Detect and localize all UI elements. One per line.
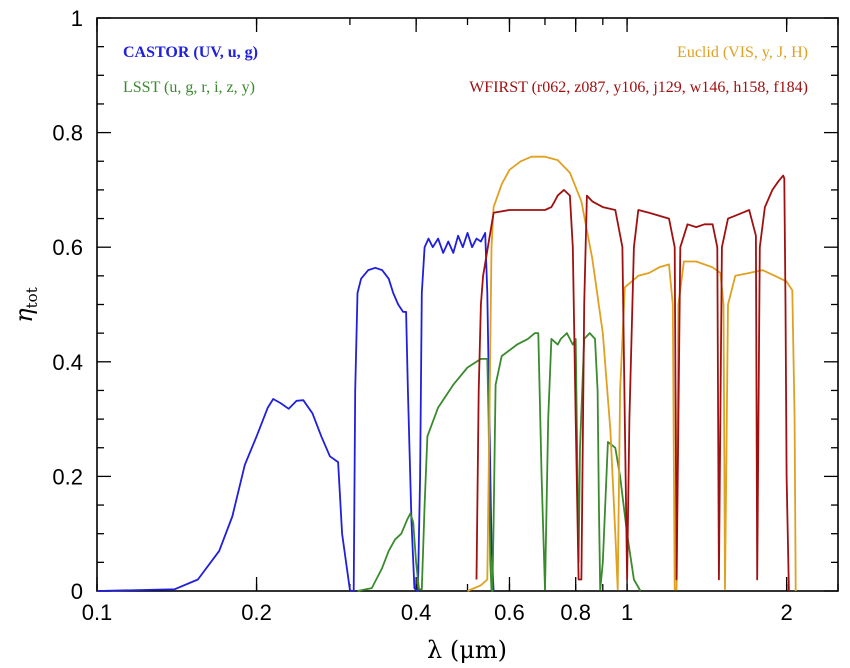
series-line-3: [475, 174, 790, 592]
plot-frame: [96, 17, 839, 592]
y-axis-subscript: tot: [23, 287, 41, 308]
x-tick-label: 0.8: [560, 600, 591, 625]
legend-lsst: LSST (u, g, r, i, z, y): [123, 79, 255, 96]
x-tick-label: 0.2: [241, 600, 272, 625]
y-tick-label: 0.6: [52, 235, 83, 260]
series-line-2: [467, 155, 797, 592]
x-tick-label: 1: [621, 600, 633, 625]
x-tick-label: 2: [781, 600, 793, 625]
series-layer: [96, 155, 797, 592]
x-tick-label: 0.6: [494, 600, 525, 625]
tick-labels: 0 0.2 0.4 0.6 0.8 1 0.1 0.2 0.4 0.6 0.8 1 2: [52, 6, 792, 625]
axis-ticks: [96, 17, 839, 592]
x-tick-label: 0.1: [82, 600, 113, 625]
y-tick-label: 0.4: [52, 350, 83, 375]
legend-euclid: Euclid (VIS, y, J, H): [677, 44, 808, 61]
svg-text:ηtot: ηtot: [10, 287, 41, 322]
series-line-1: [357, 332, 642, 592]
legend-castor: CASTOR (UV, u, g): [123, 44, 258, 61]
x-axis-title: λ (μm): [427, 636, 507, 664]
legend-wfirst: WFIRST (r062, z087, y106, j129, w146, h1…: [469, 79, 808, 96]
y-axis-title: ηtot: [10, 287, 41, 322]
y-tick-label: 0.8: [52, 121, 83, 146]
y-tick-label: 1: [71, 6, 83, 31]
y-axis-symbol: η: [10, 308, 38, 323]
y-tick-label: 0.2: [52, 464, 83, 489]
series-line-0: [96, 231, 495, 592]
x-tick-label: 0.4: [401, 600, 432, 625]
y-tick-label: 0: [71, 579, 83, 604]
